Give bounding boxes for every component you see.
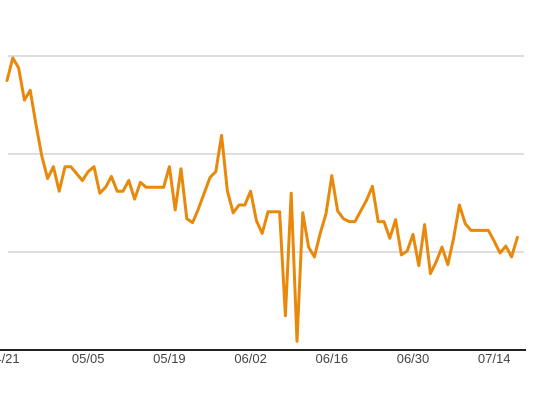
x-tick-label: 05/19: [153, 351, 186, 366]
series-layer: [5, 56, 519, 343]
x-tick-labels: 4/21 05/05 05/19 06/02 06/16 06/30 07/14: [0, 351, 510, 366]
x-tick-label: 07/14: [478, 351, 511, 366]
x-tick-label: 06/02: [234, 351, 267, 366]
x-tick-label: 4/21: [0, 351, 20, 366]
series-line-0: [5, 56, 519, 343]
gridlines: [8, 55, 524, 253]
x-tick-label: 06/16: [316, 351, 349, 366]
x-tick-label: 06/30: [397, 351, 430, 366]
x-tick-label: 05/05: [72, 351, 105, 366]
